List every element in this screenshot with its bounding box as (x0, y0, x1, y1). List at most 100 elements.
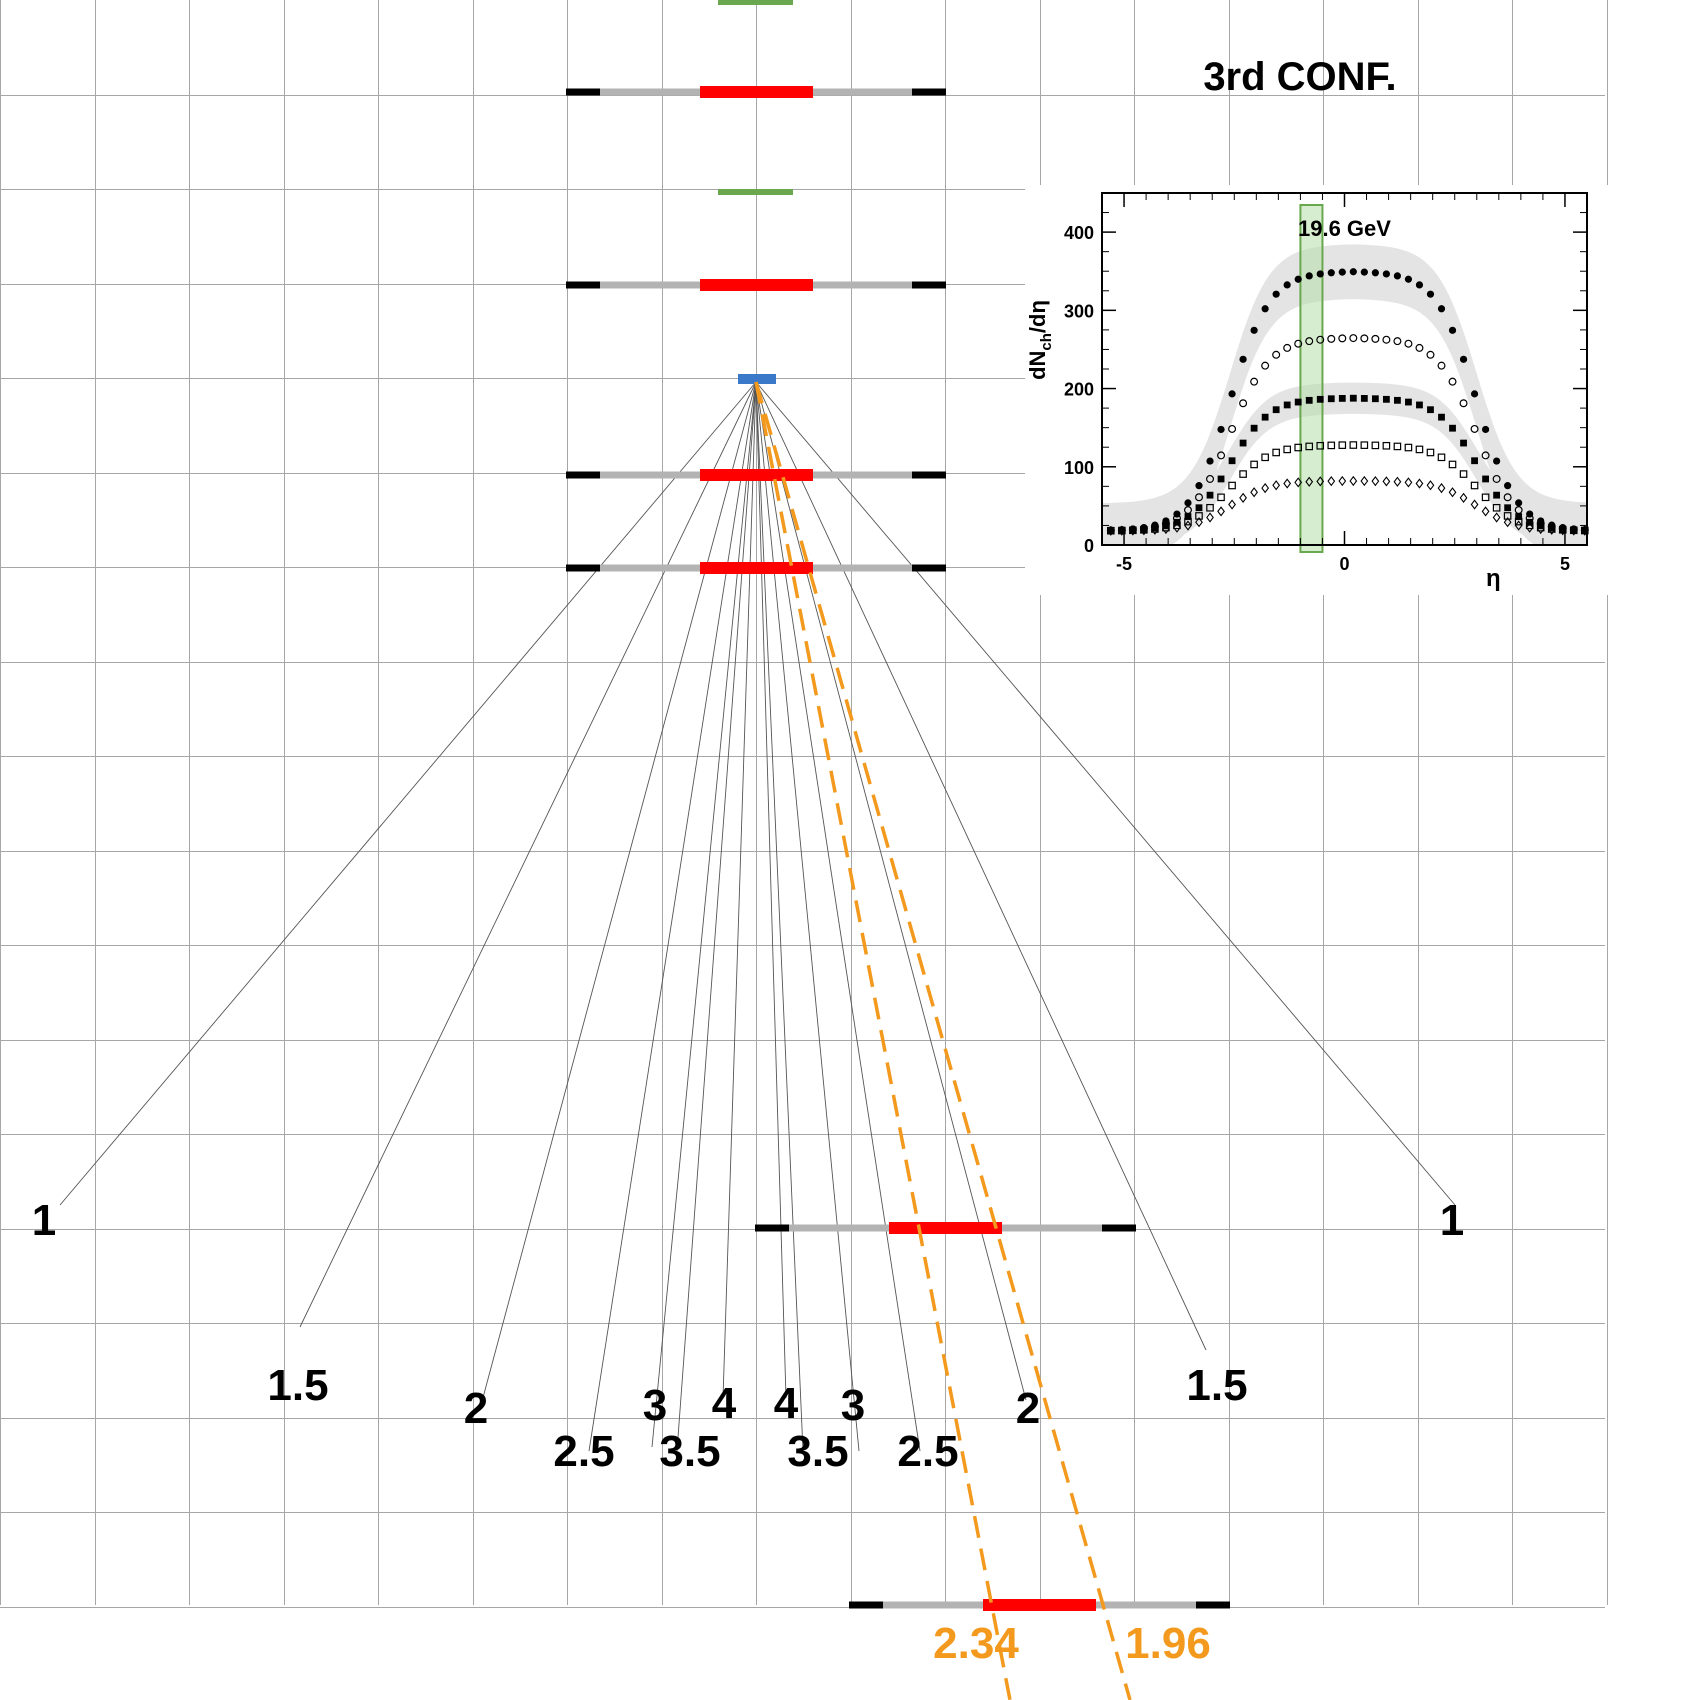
track-line (755, 381, 921, 1452)
data-point-open-diamond (1503, 517, 1512, 528)
data-point-filled-circle (1272, 290, 1280, 298)
data-point-filled-circle (1426, 290, 1435, 298)
data-point-open-diamond (1294, 477, 1303, 488)
y-tick-label: 300 (1064, 301, 1094, 321)
data-point-open-diamond (1459, 492, 1468, 503)
data-point-open-square (1371, 441, 1380, 450)
data-point-open-diamond (1106, 525, 1115, 536)
data-point-open-circle (1206, 474, 1215, 483)
data-point-filled-circle (1338, 268, 1346, 276)
data-point-open-diamond (1470, 499, 1479, 510)
data-point-open-square (1338, 441, 1347, 449)
data-point-filled-square (1493, 491, 1501, 499)
data-point-filled-square (1504, 504, 1512, 512)
data-point-filled-circle (1228, 390, 1236, 398)
track-line (755, 381, 1456, 1206)
data-point-filled-square (1427, 406, 1434, 414)
data-point-open-square (1382, 441, 1391, 450)
data-point-open-circle (1382, 335, 1391, 344)
data-point-open-square (1514, 517, 1523, 526)
target (738, 374, 776, 384)
data-point-open-diamond (1316, 476, 1325, 487)
highlight-track-2-34 (754, 381, 1012, 1700)
data-point-open-square (1217, 493, 1225, 502)
y-tick-label: 100 (1064, 458, 1094, 478)
data-point-open-square (1492, 503, 1501, 512)
data-point-filled-circle (1184, 499, 1192, 507)
data-point-filled-square (1305, 396, 1313, 404)
data-point-open-circle (1294, 339, 1303, 348)
data-point-filled-circle (1360, 268, 1368, 276)
data-point-filled-circle (1316, 270, 1324, 278)
data-point-open-circle (1316, 335, 1325, 344)
data-point-open-diamond (1558, 525, 1567, 536)
data-point-open-diamond (1437, 482, 1446, 494)
data-point-filled-circle (1250, 326, 1258, 334)
data-point-open-circle (1437, 361, 1446, 370)
data-point-open-square (1437, 453, 1446, 462)
track-line (755, 381, 804, 1452)
track-line (722, 381, 757, 1399)
highlighted-tracks (754, 381, 1132, 1700)
data-point-filled-square (1416, 401, 1423, 409)
data-point-filled-square (1140, 525, 1148, 533)
data-point-filled-square (1327, 395, 1335, 403)
data-point-filled-circle (1404, 275, 1413, 283)
data-point-open-circle (1459, 399, 1468, 408)
data-point-open-square (1228, 481, 1236, 490)
data-point-filled-square (1239, 439, 1247, 447)
data-point-filled-square (1107, 527, 1115, 534)
data-point-open-square (1349, 441, 1358, 449)
data-point-open-circle (1250, 377, 1259, 386)
data-point-open-square (1173, 521, 1181, 530)
data-point-open-diamond (1415, 478, 1424, 489)
data-point-open-square (1283, 445, 1291, 454)
data-point-open-diamond (1404, 477, 1413, 488)
data-point-open-circle (1448, 377, 1457, 386)
data-point-open-circle (1283, 343, 1292, 352)
data-point-open-diamond (1525, 522, 1534, 533)
data-point-open-diamond (1228, 499, 1236, 510)
data-point-open-circle (1228, 424, 1237, 433)
data-point-filled-circle (1448, 326, 1457, 334)
track-label-right-1-5: 1.5 (1186, 1361, 1247, 1410)
data-point-filled-circle (1515, 499, 1523, 507)
data-point-open-diamond (1569, 525, 1578, 536)
track-label-right-2: 2 (1016, 1384, 1040, 1433)
track-label-left-2: 2 (464, 1384, 488, 1433)
data-point-open-square (1459, 470, 1468, 478)
data-point-filled-square (1394, 396, 1401, 404)
data-point-open-circle (1305, 337, 1314, 346)
data-point-open-circle (1426, 350, 1435, 359)
track-line (755, 381, 1027, 1401)
data-point-filled-circle (1470, 390, 1479, 398)
data-point-open-circle (1272, 350, 1281, 359)
inset-chart: 0 100 200 300 400 -5 0 5 19.6 GeV dNch/dη η (1025, 185, 1625, 595)
data-point-open-diamond (1184, 520, 1192, 531)
data-point-open-diamond (1239, 492, 1247, 503)
eta-highlight-band (1299, 204, 1324, 553)
track-label-left-3-5: 3.5 (659, 1427, 720, 1476)
data-point-open-diamond (1382, 476, 1391, 487)
y-tick-label: 400 (1064, 223, 1094, 243)
data-point-filled-circle (1305, 272, 1313, 280)
data-point-open-diamond (1195, 517, 1203, 528)
data-point-open-square (1426, 448, 1435, 457)
data-point-open-circle (1393, 337, 1402, 346)
data-point-filled-circle (1504, 482, 1512, 490)
data-point-filled-circle (1349, 268, 1357, 276)
data-point-open-circle (1261, 361, 1270, 370)
data-point-open-circle (1492, 474, 1501, 483)
data-point-open-circle (1349, 334, 1358, 343)
data-point-open-square (1470, 481, 1479, 490)
data-point-open-square (1404, 443, 1413, 452)
track-label-left-3: 3 (643, 1381, 667, 1430)
data-point-open-circle (1239, 399, 1248, 408)
data-point-filled-square (1217, 475, 1225, 483)
data-point-filled-square (1349, 394, 1357, 402)
track-line (59, 381, 757, 1206)
inset-plot-area: 0 100 200 300 400 -5 0 5 (1064, 192, 1589, 574)
data-point-open-square (1250, 460, 1258, 469)
x-tick-label: 0 (1339, 554, 1349, 574)
